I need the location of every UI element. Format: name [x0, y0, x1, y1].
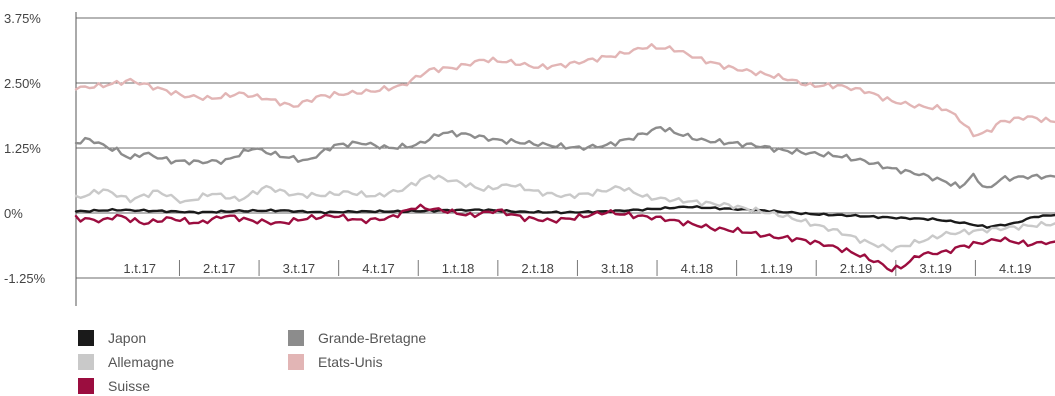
line-chart: -1.25% 0% 1.25% 2.50% 3.75% 1.t.17 2.t.17 3.t.…: [4, 11, 1055, 306]
legend-label-grande-bretagne: Grande-Bretagne: [318, 330, 427, 346]
legend-item-allemagne: Allemagne: [78, 352, 174, 372]
x-tick-label-4-t-17: 4.t.17: [362, 261, 395, 276]
legend-swatch-suisse: [78, 378, 94, 394]
x-tick-label-1-t-18: 1.t.18: [442, 261, 475, 276]
legend-swatch-etats-unis: [288, 354, 304, 370]
series-line-grande-bretagne: [74, 126, 1055, 189]
y-tick-label-0: 0%: [4, 206, 23, 221]
series-line-suisse: [74, 203, 1055, 273]
x-tick-label-3-t-18: 3.t.18: [601, 261, 634, 276]
x-tick-label-1-t-17: 1.t.17: [123, 261, 156, 276]
series-line-etats-unis: [74, 43, 1055, 138]
x-tick-label-2-t-19: 2.t.19: [840, 261, 873, 276]
x-tick-label-4-t-18: 4.t.18: [681, 261, 714, 276]
x-tick-label-4-t-19: 4.t.19: [999, 261, 1032, 276]
series-line-japon: [74, 205, 1055, 229]
legend-item-suisse: Suisse: [78, 376, 150, 396]
legend: Japon Allemagne Suisse Grande-Bretagne E…: [78, 328, 578, 394]
x-tick-label-3-t-19: 3.t.19: [919, 261, 952, 276]
y-tick-labels: -1.25% 0% 1.25% 2.50% 3.75%: [4, 11, 46, 286]
series-line-allemagne: [74, 174, 1055, 253]
y-tick-label-1-25: -1.25%: [4, 271, 46, 286]
x-tick-label-3-t-17: 3.t.17: [283, 261, 316, 276]
legend-label-suisse: Suisse: [108, 378, 151, 394]
legend-swatch-allemagne: [78, 354, 94, 370]
x-tick-labels: 1.t.17 2.t.17 3.t.17 4.t.17 1.t.18 2.t.18 3.t.…: [123, 261, 1031, 276]
series-lines: [74, 43, 1055, 273]
legend-item-grande-bretagne: Grande-Bretagne: [288, 328, 426, 348]
legend-label-japon: Japon: [108, 330, 147, 346]
y-tick-label-1-25: 1.25%: [4, 141, 41, 156]
x-tick-label-2-t-18: 2.t.18: [521, 261, 554, 276]
x-tick-label-1-t-19: 1.t.19: [760, 261, 793, 276]
legend-label-allemagne: Allemagne: [108, 354, 175, 370]
y-tick-label-3-75: 3.75%: [4, 11, 41, 26]
legend-label-etats-unis: Etats-Unis: [318, 354, 383, 370]
x-tick-label-2-t-17: 2.t.17: [203, 261, 236, 276]
legend-swatch-japon: [78, 330, 94, 346]
axes: [75, 12, 976, 306]
legend-item-etats-unis: Etats-Unis: [288, 352, 383, 372]
legend-item-japon: Japon: [78, 328, 146, 348]
legend-swatch-grande-bretagne: [288, 330, 304, 346]
y-tick-label-2-50: 2.50%: [4, 76, 41, 91]
